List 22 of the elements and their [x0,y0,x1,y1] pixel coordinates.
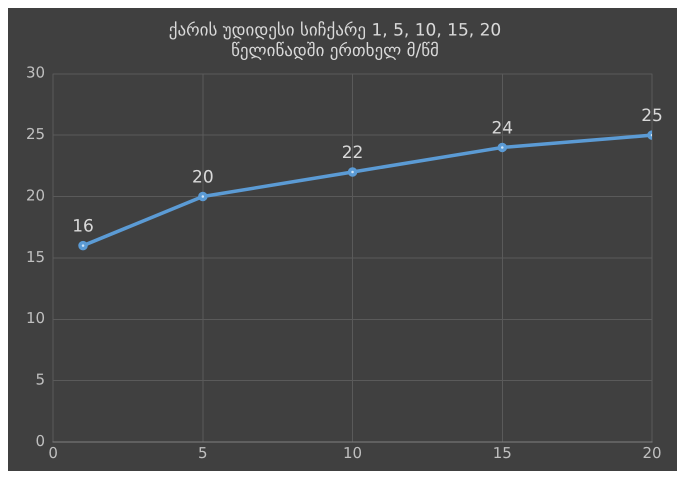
x-tick-label: 0 [48,444,58,462]
data-label: 25 [641,106,663,126]
x-tick-label: 15 [492,444,512,462]
y-tick-label: 20 [26,186,46,204]
chart-title: ქარის უდიდესი სიჩქარე 1, 5, 10, 15, 20 წელიწადში ერთხელ მ/წმ [168,20,502,62]
data-label: 22 [342,142,364,163]
point [78,240,88,250]
data-label: 24 [491,118,514,138]
y-tick-label: 25 [26,125,46,144]
point [498,142,508,152]
y-tick-label: 5 [36,370,46,389]
y-tick-label: 15 [26,248,46,266]
x-tick-label: 5 [198,444,208,462]
y-tick-label: 10 [26,309,46,328]
point [198,192,208,202]
data-label: 20 [192,167,214,188]
y-tick-label: 30 [26,64,46,82]
point [348,167,358,177]
y-tick-label: 0 [36,432,46,450]
data-label: 16 [72,216,94,237]
x-tick-label: 20 [642,444,662,462]
x-tick-label: 10 [342,444,362,462]
